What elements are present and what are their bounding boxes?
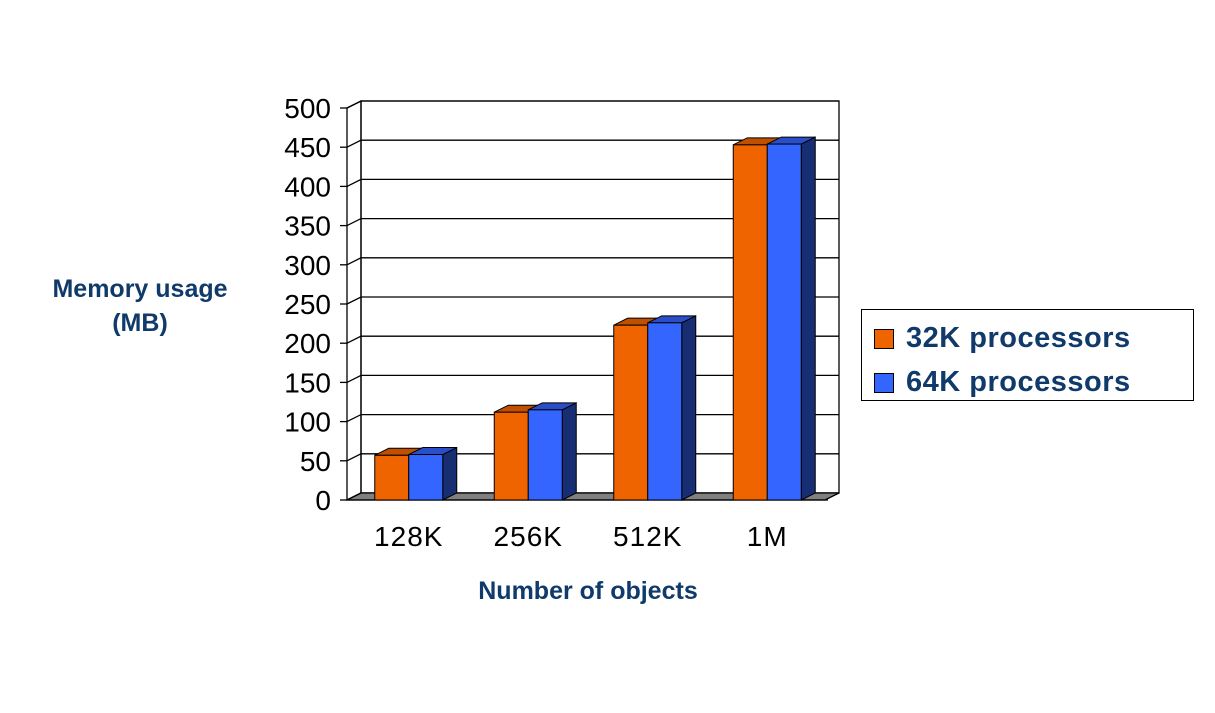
bar: [374, 454, 410, 501]
y-axis-label-line-2: (MB): [112, 309, 168, 337]
legend-item-64k: 64K processors: [874, 366, 1131, 399]
bar-side: [800, 136, 816, 501]
x-tick-label: 1M: [747, 521, 788, 552]
legend-swatch-32k: [874, 328, 894, 349]
x-tick-label: 128K: [374, 521, 443, 552]
bar: [732, 144, 768, 501]
y-tick-label: 50: [300, 446, 331, 477]
y-axis-label-line-1: Memory usage: [52, 275, 228, 303]
legend-label-32k: 32K processors: [906, 322, 1131, 354]
y-tick-label: 350: [284, 211, 331, 242]
bar-side: [681, 315, 697, 501]
x-axis-label: Number of objects: [478, 577, 698, 605]
legend-item-32k: 32K processors: [874, 322, 1131, 355]
bar: [766, 143, 802, 501]
legend-swatch-64k: [874, 372, 894, 393]
bar: [527, 409, 563, 501]
bar: [613, 324, 649, 501]
y-tick-label: 500: [284, 93, 331, 124]
bar-side: [561, 402, 577, 501]
bar: [647, 322, 683, 501]
y-tick-label: 400: [284, 171, 331, 202]
x-tick-label: 256K: [494, 521, 563, 552]
y-axis-label: Memory usage (MB): [20, 272, 260, 340]
bar-side: [442, 446, 458, 501]
legend-label-64k: 64K processors: [906, 366, 1131, 398]
y-tick-label: 300: [284, 250, 331, 281]
legend: 32K processors 64K processors: [861, 309, 1194, 401]
bar: [408, 454, 444, 501]
y-tick-label: 100: [284, 407, 331, 438]
y-tick-label: 450: [284, 132, 331, 163]
y-tick-label: 200: [284, 328, 331, 359]
y-tick-label: 0: [315, 485, 331, 516]
y-tick-label: 150: [284, 367, 331, 398]
bar: [493, 411, 529, 501]
x-tick-label: 512K: [613, 521, 682, 552]
y-tick-label: 250: [284, 289, 331, 320]
